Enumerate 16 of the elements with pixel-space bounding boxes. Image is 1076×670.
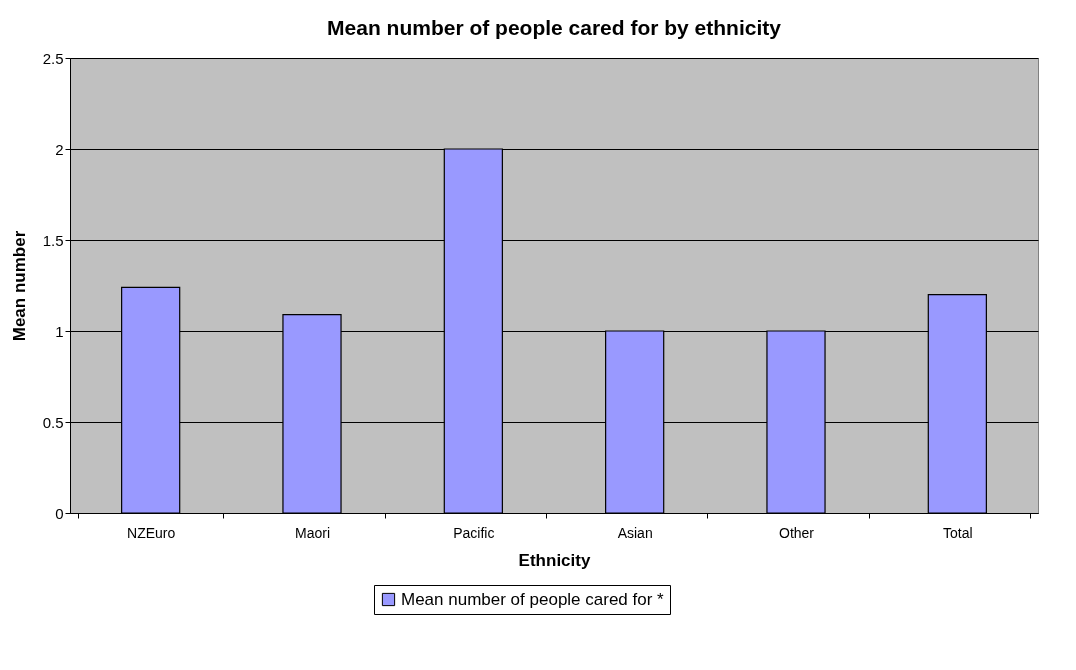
x-tick-label: Other: [778, 524, 815, 541]
y-tick-label: 1.5: [42, 231, 64, 249]
x-tick-label: Pacific: [453, 524, 495, 541]
chart-title: Mean number of people cared for by ethnicity: [327, 16, 782, 39]
legend-label: Mean number of people cared for *: [401, 589, 665, 609]
y-tick-label: 0.5: [42, 413, 64, 431]
x-tick-label: Maori: [294, 524, 331, 541]
y-tick-label: 1: [55, 322, 64, 340]
y-tick-label: 2: [55, 140, 64, 158]
y-axis-title: Mean number: [9, 230, 29, 342]
x-tick-label: Asian: [617, 524, 653, 541]
x-axis-title: Ethnicity: [518, 550, 591, 570]
y-tick-label: 0: [55, 504, 64, 522]
x-tick-label: Total: [943, 524, 973, 541]
x-tick-label: NZEuro: [127, 524, 176, 541]
y-tick-label: 2.5: [42, 49, 64, 67]
